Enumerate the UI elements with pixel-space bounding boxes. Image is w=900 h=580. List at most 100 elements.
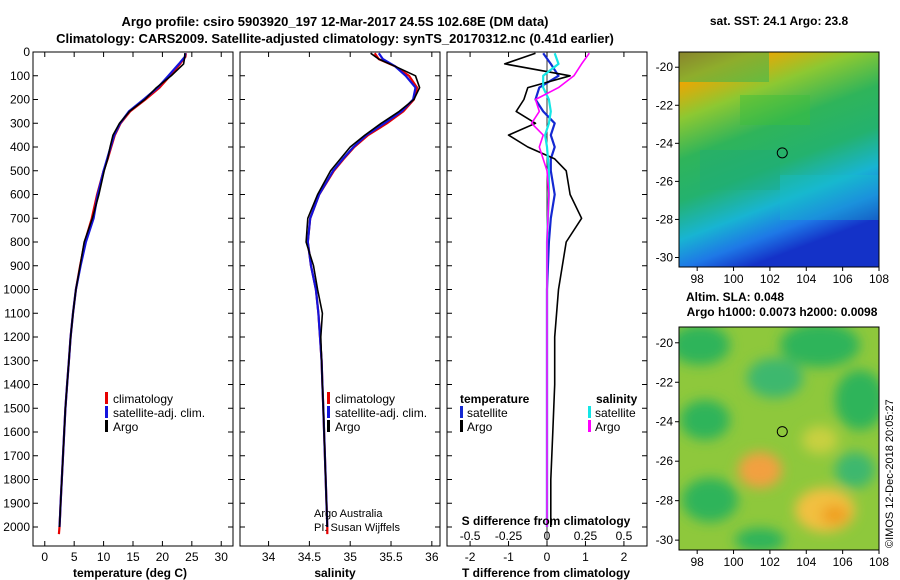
ytick-label: 1700 [3, 449, 30, 463]
sla-map-image [679, 327, 879, 550]
legend-label-climatology: climatology [335, 392, 395, 406]
map-lat-label: -30 [656, 250, 674, 264]
map-lon-label: 106 [833, 555, 853, 569]
xtick-label: 36 [425, 550, 439, 564]
map-lat-label: -26 [656, 454, 674, 468]
xtick-label: 10 [97, 550, 111, 564]
xtick-label-salinity: 0.5 [616, 529, 633, 543]
map-lon-label: 102 [760, 272, 780, 286]
ytick-label: 300 [10, 116, 30, 130]
ytick-label: 0 [23, 45, 30, 59]
xtick-label: 25 [185, 550, 199, 564]
xtick-label-salinity: -0.25 [495, 529, 523, 543]
xtick-label: 35.5 [379, 550, 403, 564]
xtick-label: 34.5 [298, 550, 322, 564]
map-lat-label: -24 [656, 415, 674, 429]
series-line-argo [58, 53, 186, 528]
temperature-axis-group: 0100200300400500600700800900100011001200… [3, 45, 233, 564]
series-line-climatology [57, 53, 187, 535]
ytick-label: 600 [10, 188, 30, 202]
map-lon-label: 98 [691, 272, 705, 286]
difference-xlabel: T difference from climatology [462, 566, 630, 580]
map-lon-label: 108 [869, 272, 889, 286]
imos-timestamp: ©IMOS 12-Dec-2018 20:05:27 [884, 399, 896, 548]
credit-line2: PI: Susan Wijffels [314, 522, 400, 534]
legend-swatch-satellite-s [588, 406, 591, 418]
ytick-label: 900 [10, 259, 30, 273]
sst-map-ticks: -20 -22 -24 -26 -28 -30 98 100 102 104 106 108 [656, 60, 890, 286]
legend-swatch-climatology [105, 392, 108, 404]
series-line-satellite-adj-clim- [58, 53, 187, 528]
sla-map-frame [678, 326, 880, 551]
legend-swatch-argo [327, 420, 330, 432]
legend-swatch-satellite-adj [327, 406, 330, 418]
legend-swatch-climatology [327, 392, 330, 404]
legend-swatch-satellite-t [460, 406, 463, 418]
difference-legend: temperature salinity satellite Argo sate… [460, 392, 638, 434]
legend-label-satellite-adj: satellite-adj. clim. [335, 406, 427, 420]
ytick-label: 1900 [3, 496, 30, 510]
xtick-label: 30 [215, 550, 229, 564]
xtick-label: 34 [262, 550, 276, 564]
sst-map-title: sat. SST: 24.1 Argo: 23.8 [710, 14, 849, 28]
ytick-label: 1200 [3, 330, 30, 344]
map-lon-label: 100 [724, 555, 744, 569]
series-line-satellite-salinity- [542, 52, 560, 527]
map-lat-label: -20 [656, 336, 674, 350]
legend-label-satellite-t: satellite [467, 406, 508, 420]
legend-title-salinity: salinity [596, 392, 638, 406]
temperature-legend: climatology satellite-adj. clim. Argo [105, 392, 205, 434]
legend-title-temperature: temperature [460, 392, 530, 406]
map-lon-label: 102 [760, 555, 780, 569]
series-line-argo-salinity- [530, 52, 590, 527]
salinity-xlabel: salinity [314, 566, 356, 580]
xtick-label-salinity: 0.25 [574, 529, 598, 543]
map-lat-label: -22 [656, 98, 674, 112]
ytick-label: 1300 [3, 354, 30, 368]
series-line-argo-temperature- [503, 52, 583, 527]
legend-swatch-argo-s [588, 420, 591, 432]
legend-label-satellite-s: satellite [595, 406, 636, 420]
ytick-label: 800 [10, 235, 30, 249]
legend-label-argo: Argo [335, 420, 361, 434]
map-lon-label: 98 [691, 555, 705, 569]
ytick-label: 1800 [3, 473, 30, 487]
ytick-label: 1500 [3, 401, 30, 415]
sla-map-title-line2: Argo h1000: 0.0073 h2000: 0.0098 [687, 305, 878, 319]
xtick-label: 35 [344, 550, 358, 564]
map-lat-label: -20 [656, 60, 674, 74]
sst-map-image [679, 52, 879, 267]
series-line-satellite-adj-clim- [306, 52, 417, 528]
ytick-label: 1000 [3, 283, 30, 297]
xtick-label: -1 [503, 550, 514, 564]
xtick-label: 20 [156, 550, 170, 564]
xtick-label: -2 [465, 550, 476, 564]
salinity-legend: climatology satellite-adj. clim. Argo [327, 392, 427, 434]
sst-profile-marker [776, 147, 788, 159]
legend-label-climatology: climatology [113, 392, 173, 406]
figure-title-line1: Argo profile: csiro 5903920_197 12-Mar-2… [121, 14, 548, 29]
series-line-argo [305, 52, 421, 528]
ytick-label: 400 [10, 140, 30, 154]
legend-label-argo: Argo [113, 420, 139, 434]
map-lon-label: 108 [869, 555, 889, 569]
temperature-xlabel: temperature (deg C) [73, 566, 187, 580]
xtick-label: 0 [544, 550, 551, 564]
credit-line1: Argo Australia [314, 508, 383, 520]
xtick-label: 1 [582, 550, 589, 564]
difference-xlabel-top: S difference from climatology [462, 514, 631, 528]
legend-label-argo-s: Argo [595, 420, 621, 434]
map-lon-label: 104 [796, 272, 816, 286]
map-lon-label: 100 [724, 272, 744, 286]
map-lat-label: -22 [656, 375, 674, 389]
map-lat-label: -28 [656, 494, 674, 508]
ytick-label: 700 [10, 211, 30, 225]
map-lat-label: -26 [656, 174, 674, 188]
map-lon-label: 106 [833, 272, 853, 286]
legend-swatch-satellite-adj [105, 406, 108, 418]
map-lat-label: -24 [656, 136, 674, 150]
map-lat-label: -28 [656, 212, 674, 226]
xtick-label: 2 [621, 550, 628, 564]
ytick-label: 200 [10, 93, 30, 107]
xtick-label: 15 [126, 550, 140, 564]
